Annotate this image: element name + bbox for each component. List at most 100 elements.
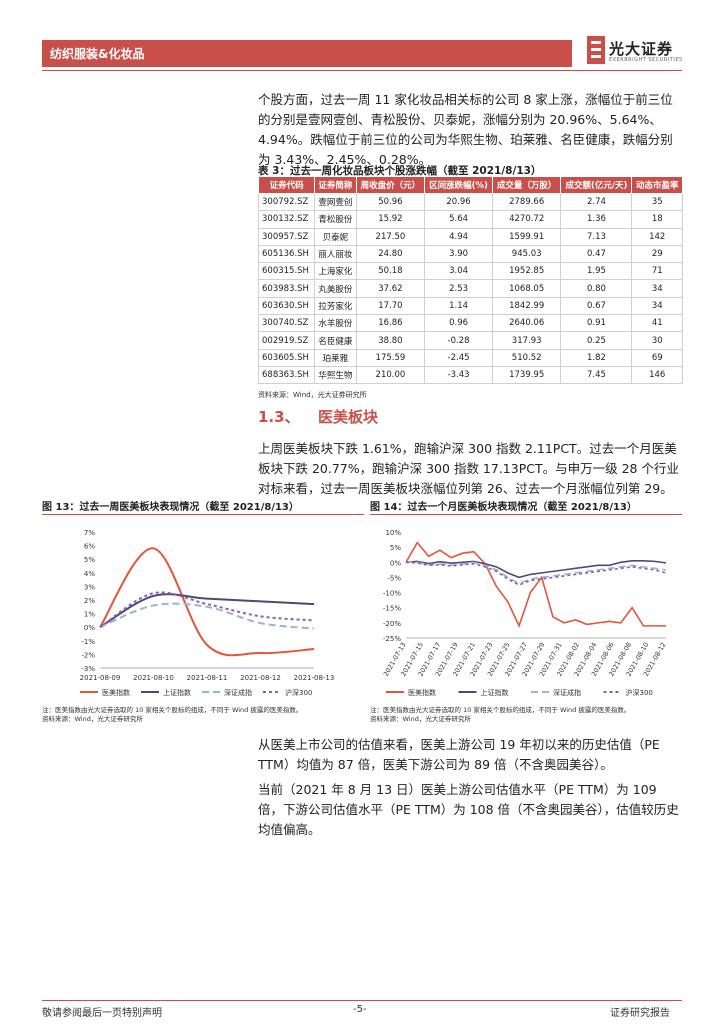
- x-tick-label: 2021-08-13: [294, 674, 335, 682]
- table-source: 资料来源：Wind，光大证券研究所: [258, 391, 367, 399]
- table-cell: 317.93: [491, 331, 562, 350]
- table-cell: 1739.95: [491, 365, 562, 385]
- figure-14-title: 图 14：过去一个月医美板块表现情况（截至 2021/8/13）: [370, 502, 637, 513]
- brand-logo: 光大证券 EVERBRIGHT SECURITIES: [587, 34, 683, 70]
- y-tick-label: -5%: [387, 574, 401, 582]
- table-header-cell: 成交额(亿元/天): [560, 176, 633, 194]
- legend-label: 上证指数: [163, 688, 191, 697]
- page-number: -5-: [353, 1004, 367, 1015]
- legend-label: 深证成指: [224, 688, 252, 697]
- table-cell: 34: [631, 279, 683, 298]
- table-row: 002919.SZ 名臣健康 38.80 -0.28 317.93 0.25 30: [257, 331, 683, 350]
- table-cell: 510.52: [491, 348, 562, 367]
- y-tick-label: -25%: [383, 635, 401, 643]
- x-tick-label: 2021-08-09: [80, 674, 121, 682]
- table-cell: 38.80: [355, 331, 426, 350]
- table-cell: 37.62: [355, 279, 426, 298]
- table-cell: 0.47: [560, 244, 633, 264]
- section-title: 医美板块: [318, 408, 379, 426]
- table-cell: 603605.SH: [257, 348, 316, 367]
- legend-label: 上证指数: [481, 688, 509, 697]
- section-number: 1.3、: [258, 408, 300, 426]
- table-cell: 41: [631, 314, 683, 333]
- table-cell: 0.25: [560, 331, 633, 350]
- series-line: [405, 541, 666, 629]
- series-line: [99, 593, 315, 629]
- table-cell: 水羊股份: [314, 314, 357, 333]
- table-cell: 1.82: [560, 348, 633, 367]
- table-cell: 18: [631, 210, 683, 229]
- figure-13-source: 资料来源：Wind，光大证券研究所: [42, 715, 143, 723]
- table-cell: 217.50: [355, 227, 426, 246]
- table-cell: 945.03: [491, 244, 562, 264]
- legend-label: 沪深300: [626, 688, 653, 697]
- table-cell: 0.67: [560, 296, 633, 316]
- table-cell: 壹网壹创: [314, 192, 357, 212]
- footer-report-type: 证券研究报告: [610, 1008, 670, 1019]
- table-cell: 16.86: [355, 314, 426, 333]
- paragraph-valuation-history: 从医美上市公司的估值来看，医美上游公司 19 年初以来的历史估值（PE TTM）…: [258, 737, 660, 772]
- legend-label: 沪深300: [285, 688, 312, 697]
- table-header-cell: 成交量（万股）: [491, 176, 562, 194]
- table-cell: 3.04: [424, 262, 493, 281]
- table-cell: 34: [631, 296, 683, 316]
- section-label: 纺织服装&化妆品: [50, 47, 145, 61]
- logo-text-cn: 光大证券: [609, 40, 674, 58]
- figure-13-rule: [42, 514, 364, 515]
- y-tick-label: 6%: [84, 543, 95, 551]
- logo-text-en: EVERBRIGHT SECURITIES: [609, 57, 683, 63]
- y-tick-label: -10%: [383, 590, 401, 598]
- table-cell: 002919.SZ: [257, 331, 316, 350]
- table-cell: 71: [631, 262, 683, 281]
- table-cell: 1.14: [424, 296, 493, 316]
- y-tick-label: -15%: [383, 605, 401, 613]
- series-line: [405, 561, 667, 586]
- table-cell: 300792.SZ: [257, 192, 316, 212]
- table-cell: 上海家化: [314, 262, 357, 281]
- table-cell: 605136.SH: [257, 244, 316, 264]
- table-cell: 35: [631, 192, 683, 212]
- paragraph-medical-sector: 上周医美板块下跌 1.61%，跑输沪深 300 指数 2.11PCT。过去一个月…: [258, 441, 679, 496]
- table-cell: 24.80: [355, 244, 426, 264]
- table-cell: 50.96: [355, 192, 426, 212]
- figure-14-source: 资料来源：Wind，光大证券研究所: [370, 715, 471, 723]
- figure-14-rule: [370, 514, 682, 515]
- table-cell: 7.45: [560, 365, 633, 385]
- table-cell: -0.28: [424, 331, 493, 350]
- figure-14-note: 注：医美指数由光大证券选取的 10 家相关个股标的组成，不同于 Wind 披露的…: [370, 706, 631, 714]
- footer-disclaimer: 敬请参阅最后一页特别声明: [42, 1008, 162, 1019]
- table-cell: 1068.05: [491, 279, 562, 298]
- table-cell: 69: [631, 348, 683, 367]
- table-header-cell: 周收盘价（元）: [355, 176, 426, 194]
- table-cell: 29: [631, 244, 683, 264]
- table-cell: 300740.SZ: [257, 314, 316, 333]
- table-cell: 青松股份: [314, 210, 357, 229]
- table-cell: 丽人丽妆: [314, 244, 357, 264]
- y-tick-label: 1%: [84, 611, 95, 619]
- table-cell: 15.92: [355, 210, 426, 229]
- table-cell: 2789.66: [491, 192, 562, 212]
- table-cell: 3.90: [424, 244, 493, 264]
- table-cell: 0.80: [560, 279, 633, 298]
- table-row: 688363.SH 华熙生物 210.00 -3.43 1739.95 7.45 146: [257, 365, 683, 385]
- y-tick-label: 5%: [390, 544, 401, 552]
- table-cell: 50.18: [355, 262, 426, 281]
- table-cell: 0.96: [424, 314, 493, 333]
- table-cell: 146: [631, 365, 683, 385]
- legend-label: 深证成指: [553, 688, 581, 697]
- x-tick-label: 2021-08-11: [187, 674, 228, 682]
- y-tick-label: -1%: [81, 638, 95, 646]
- y-tick-label: 7%: [84, 529, 95, 537]
- table-cell: 2640.06: [491, 314, 562, 333]
- table-cell: 210.00: [355, 365, 426, 385]
- y-tick-label: -2%: [81, 651, 95, 659]
- figure-13-title: 图 13：过去一周医美板块表现情况（截至 2021/8/13）: [42, 502, 299, 513]
- chart-month-performance: 10%5%0%-5%-10%-15%-20%-25%2021-07-132021…: [382, 529, 668, 697]
- y-tick-label: 3%: [84, 583, 95, 591]
- table-cell: 5.64: [424, 210, 493, 229]
- table-header-cell: 证券代码: [257, 176, 316, 194]
- table-cell: 1.95: [560, 262, 633, 281]
- table-cell: 珀莱雅: [314, 348, 357, 367]
- y-tick-label: 2%: [84, 597, 95, 605]
- table-cell: 2.74: [560, 192, 633, 212]
